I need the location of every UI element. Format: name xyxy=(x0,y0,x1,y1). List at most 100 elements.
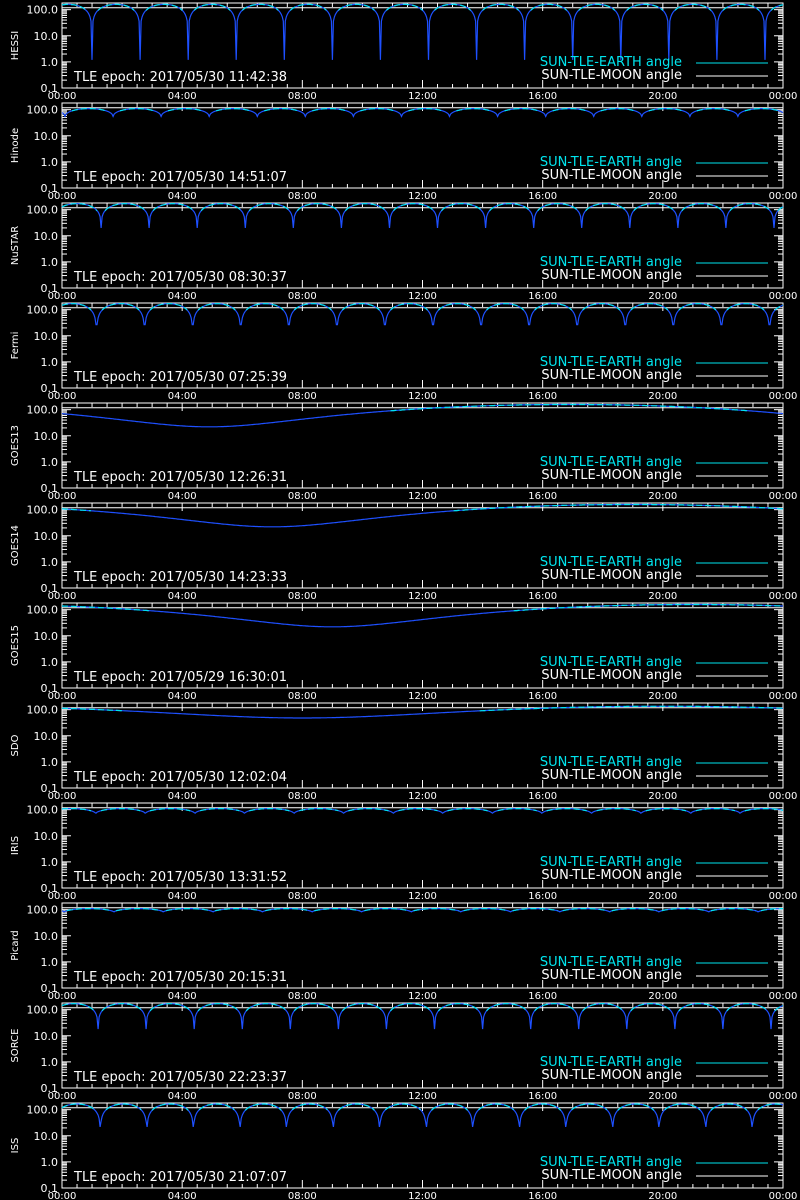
x-tick-label: 04:00 xyxy=(168,1191,197,1200)
x-tick-label: 00:00 xyxy=(48,1191,77,1200)
x-tick-label: 20:00 xyxy=(648,691,677,702)
y-tick-label: 1.0 xyxy=(41,956,59,969)
y-axis-label: Fermi xyxy=(10,332,21,360)
x-tick-label: 08:00 xyxy=(288,391,317,402)
legend-earth-label: SUN-TLE-EARTH angle xyxy=(540,355,682,370)
x-tick-label: 00:00 xyxy=(769,591,798,602)
x-tick-label: 00:00 xyxy=(48,291,77,302)
y-tick-label: 0.1 xyxy=(41,582,59,595)
earth-angle-upper xyxy=(62,603,783,612)
tle-epoch-label: TLE epoch: 2017/05/29 16:30:01 xyxy=(73,670,287,685)
legend-moon-label: SUN-TLE-MOON angle xyxy=(541,268,682,283)
y-tick-label: 10.0 xyxy=(34,730,59,743)
y-tick-label: 0.1 xyxy=(41,1082,59,1095)
y-tick-label: 100.0 xyxy=(27,704,59,717)
earth-angle-upper xyxy=(66,908,783,912)
x-tick-label: 04:00 xyxy=(168,491,197,502)
x-tick-label: 16:00 xyxy=(528,391,557,402)
x-tick-label: 04:00 xyxy=(168,791,197,802)
x-tick-label: 20:00 xyxy=(648,891,677,902)
y-tick-label: 0.1 xyxy=(41,182,59,195)
y-axis-label: IRIS xyxy=(10,836,21,855)
legend-earth-label: SUN-TLE-EARTH angle xyxy=(540,155,682,170)
x-tick-label: 12:00 xyxy=(408,491,437,502)
x-tick-label: 12:00 xyxy=(408,1191,437,1200)
y-axis-label: GOES13 xyxy=(10,425,21,466)
x-tick-label: 16:00 xyxy=(528,491,557,502)
y-tick-label: 0.1 xyxy=(41,382,59,395)
y-tick-label: 0.1 xyxy=(41,282,59,295)
legend-moon-label: SUN-TLE-MOON angle xyxy=(541,768,682,783)
earth-angle-line xyxy=(61,3,784,60)
x-tick-label: 00:00 xyxy=(769,491,798,502)
earth-angle-upper xyxy=(61,1002,784,1012)
earth-angle-line xyxy=(61,1002,784,1030)
x-tick-label: 16:00 xyxy=(528,1091,557,1102)
x-tick-label: 00:00 xyxy=(48,591,77,602)
y-axis-label: Hinode xyxy=(10,128,21,163)
legend-earth-label: SUN-TLE-EARTH angle xyxy=(540,955,682,970)
x-tick-label: 20:00 xyxy=(648,491,677,502)
y-tick-label: 1.0 xyxy=(41,356,59,369)
y-tick-label: 100.0 xyxy=(27,304,59,317)
x-tick-label: 20:00 xyxy=(648,1191,677,1200)
y-tick-label: 10.0 xyxy=(34,530,59,543)
x-tick-label: 04:00 xyxy=(168,291,197,302)
y-tick-label: 1.0 xyxy=(41,856,59,869)
legend-earth-label: SUN-TLE-EARTH angle xyxy=(540,455,682,470)
x-tick-label: 08:00 xyxy=(288,491,317,502)
x-tick-label: 16:00 xyxy=(528,691,557,702)
x-tick-label: 00:00 xyxy=(48,1091,77,1102)
legend-moon-label: SUN-TLE-MOON angle xyxy=(541,1068,682,1083)
x-tick-label: 00:00 xyxy=(48,891,77,902)
x-tick-label: 08:00 xyxy=(288,691,317,702)
y-tick-label: 10.0 xyxy=(34,1130,59,1143)
x-tick-label: 08:00 xyxy=(288,891,317,902)
y-tick-label: 100.0 xyxy=(27,1104,59,1117)
y-tick-label: 1.0 xyxy=(41,1056,59,1069)
y-tick-label: 1.0 xyxy=(41,256,59,269)
tle-epoch-label: TLE epoch: 2017/05/30 21:07:07 xyxy=(73,1170,287,1185)
x-tick-label: 04:00 xyxy=(168,1091,197,1102)
y-tick-label: 1.0 xyxy=(41,556,59,569)
y-tick-label: 100.0 xyxy=(27,1004,59,1017)
x-tick-label: 08:00 xyxy=(288,191,317,202)
x-tick-label: 12:00 xyxy=(408,1091,437,1102)
x-tick-label: 20:00 xyxy=(648,591,677,602)
y-axis-label: Picard xyxy=(10,930,21,961)
y-tick-label: 0.1 xyxy=(41,482,59,495)
y-tick-label: 1.0 xyxy=(41,756,59,769)
tle-epoch-label: TLE epoch: 2017/05/30 12:02:04 xyxy=(73,770,287,785)
x-tick-label: 00:00 xyxy=(48,491,77,502)
y-axis-label: HESSI xyxy=(10,31,21,60)
legend-moon-label: SUN-TLE-MOON angle xyxy=(541,868,682,883)
tle-epoch-label: TLE epoch: 2017/05/30 07:25:39 xyxy=(73,370,287,385)
x-tick-label: 20:00 xyxy=(648,1091,677,1102)
legend-moon-label: SUN-TLE-MOON angle xyxy=(541,568,682,583)
x-tick-label: 04:00 xyxy=(168,591,197,602)
legend-earth-label: SUN-TLE-EARTH angle xyxy=(540,755,682,770)
y-tick-label: 1.0 xyxy=(41,56,59,69)
x-tick-label: 00:00 xyxy=(769,691,798,702)
y-tick-label: 1.0 xyxy=(41,456,59,469)
earth-angle-upper xyxy=(61,303,784,311)
y-tick-label: 100.0 xyxy=(27,904,59,917)
x-tick-label: 12:00 xyxy=(408,891,437,902)
x-tick-label: 16:00 xyxy=(528,791,557,802)
x-tick-label: 00:00 xyxy=(769,191,798,202)
y-tick-label: 10.0 xyxy=(34,1030,59,1043)
x-tick-label: 00:00 xyxy=(48,91,77,102)
y-axis-label: SDO xyxy=(10,734,21,756)
x-tick-label: 16:00 xyxy=(528,91,557,102)
tle-epoch-label: TLE epoch: 2017/05/30 11:42:38 xyxy=(73,70,287,85)
x-tick-label: 08:00 xyxy=(288,291,317,302)
tle-epoch-label: TLE epoch: 2017/05/30 12:26:31 xyxy=(73,470,287,485)
x-tick-label: 12:00 xyxy=(408,591,437,602)
panel-nustar: 100.010.01.00.100:00 04:00 08:00 12:00 16:00… xyxy=(10,202,797,302)
y-axis-label: ISS xyxy=(10,1138,21,1154)
x-tick-label: 20:00 xyxy=(648,291,677,302)
x-tick-label: 08:00 xyxy=(288,91,317,102)
legend-moon-label: SUN-TLE-MOON angle xyxy=(541,68,682,83)
x-tick-label: 04:00 xyxy=(168,691,197,702)
x-tick-label: 12:00 xyxy=(408,291,437,302)
